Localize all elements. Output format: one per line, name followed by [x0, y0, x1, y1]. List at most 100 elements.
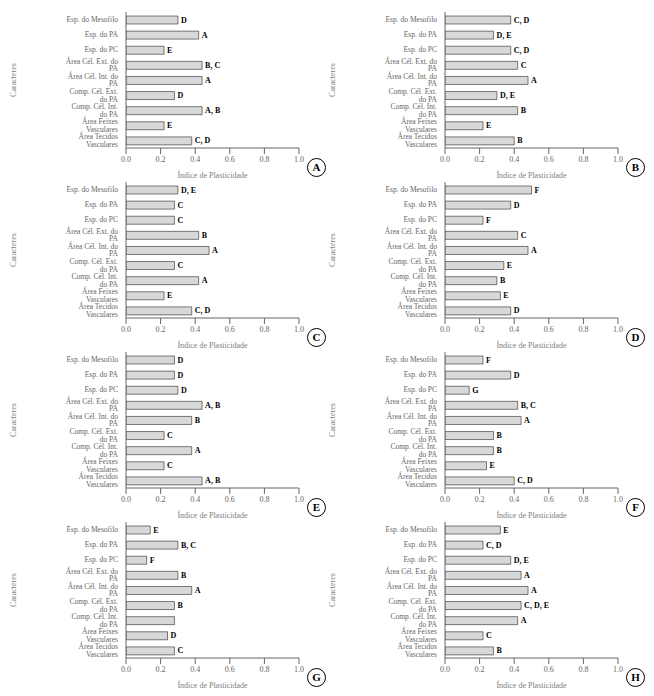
svg-text:C: C	[167, 431, 173, 440]
svg-text:B: B	[496, 431, 502, 440]
svg-text:Área Cél. Int. doPA: Área Cél. Int. doPA	[68, 241, 119, 259]
svg-text:Área Cél. Int. doPA: Área Cél. Int. doPA	[68, 411, 119, 429]
svg-text:C, D: C, D	[517, 476, 533, 485]
svg-text:Esp. do Mesofilo: Esp. do Mesofilo	[67, 525, 119, 534]
svg-text:Caracteres: Caracteres	[9, 233, 18, 267]
svg-text:D: D	[177, 356, 183, 365]
svg-text:0.2: 0.2	[475, 155, 485, 164]
svg-text:Área Cél. Ext. doPA: Área Cél. Ext. doPA	[385, 56, 438, 74]
svg-text:0.4: 0.4	[190, 665, 200, 674]
svg-text:A: A	[212, 246, 218, 255]
svg-text:0.2: 0.2	[156, 155, 166, 164]
svg-text:0.2: 0.2	[475, 325, 485, 334]
svg-text:D: D	[181, 386, 187, 395]
svg-text:Caracteres: Caracteres	[328, 233, 337, 267]
svg-text:C: C	[177, 261, 183, 270]
svg-text:Comp. Cél. Ext.do PA: Comp. Cél. Ext.do PA	[69, 597, 118, 614]
svg-text:Comp. Cél. Ext.do PA: Comp. Cél. Ext.do PA	[69, 427, 118, 444]
svg-text:F: F	[486, 356, 491, 365]
svg-text:A, B: A, B	[205, 106, 221, 115]
svg-text:Área TecidosVasculares: Área TecidosVasculares	[78, 301, 118, 319]
svg-text:Área Cél. Ext. doPA: Área Cél. Ext. doPA	[385, 566, 438, 584]
svg-text:0.0: 0.0	[121, 495, 131, 504]
svg-text:0.8: 0.8	[259, 495, 269, 504]
svg-text:Esp. do PA: Esp. do PA	[85, 30, 119, 39]
svg-text:A: A	[531, 76, 537, 85]
svg-text:1.0: 1.0	[294, 665, 304, 674]
svg-text:F: F	[150, 556, 155, 565]
svg-text:Esp. do Mesofilo: Esp. do Mesofilo	[386, 525, 438, 534]
svg-text:0.4: 0.4	[509, 325, 519, 334]
svg-text:Esp. do PA: Esp. do PA	[404, 200, 438, 209]
svg-text:0.0: 0.0	[121, 665, 131, 674]
svg-text:Esp. do PC: Esp. do PC	[403, 555, 437, 564]
svg-text:0.4: 0.4	[509, 155, 519, 164]
svg-text:0.2: 0.2	[156, 325, 166, 334]
svg-text:1.0: 1.0	[613, 325, 623, 334]
svg-text:Esp. do Mesofilo: Esp. do Mesofilo	[67, 15, 119, 24]
svg-text:Área TecidosVasculares: Área TecidosVasculares	[78, 471, 118, 489]
svg-text:0.6: 0.6	[544, 495, 554, 504]
svg-text:Índice de Plasticidade: Índice de Plasticidade	[177, 510, 248, 518]
svg-text:D, E: D, E	[496, 31, 511, 40]
svg-text:C: C	[177, 216, 183, 225]
svg-text:Área FeixesVasculares: Área FeixesVasculares	[82, 286, 118, 304]
svg-text:Área Cél. Ext. doPA: Área Cél. Ext. doPA	[66, 396, 119, 414]
svg-text:F: F	[486, 216, 491, 225]
svg-text:0.0: 0.0	[440, 665, 450, 674]
svg-text:Esp. do Mesofilo: Esp. do Mesofilo	[67, 185, 119, 194]
svg-text:D: D	[514, 371, 520, 380]
svg-text:0.8: 0.8	[578, 495, 588, 504]
svg-text:Área Cél. Ext. doPA: Área Cél. Ext. doPA	[385, 226, 438, 244]
svg-text:Caracteres: Caracteres	[9, 63, 18, 97]
svg-text:B: B	[521, 106, 527, 115]
svg-text:A: A	[531, 246, 537, 255]
svg-text:D, E: D, E	[181, 186, 196, 195]
svg-text:E: E	[507, 261, 512, 270]
svg-text:C, D: C, D	[195, 136, 211, 145]
svg-text:Comp. Cél. Ext.do PA: Comp. Cél. Ext.do PA	[388, 427, 437, 444]
svg-text:0.4: 0.4	[190, 495, 200, 504]
svg-text:Índice de Plasticidade: Índice de Plasticidade	[177, 680, 248, 688]
svg-text:Área Cél. Ext. doPA: Área Cél. Ext. doPA	[66, 566, 119, 584]
svg-text:1.0: 1.0	[613, 665, 623, 674]
svg-text:0.6: 0.6	[544, 325, 554, 334]
svg-text:Área Cél. Int. doPA: Área Cél. Int. doPA	[387, 71, 438, 89]
svg-text:Comp. Cél. Ext.do PA: Comp. Cél. Ext.do PA	[388, 87, 437, 104]
svg-text:Índice de Plasticidade: Índice de Plasticidade	[177, 170, 248, 178]
svg-text:Área TecidosVasculares: Área TecidosVasculares	[78, 641, 118, 659]
svg-text:Área FeixesVasculares: Área FeixesVasculares	[401, 456, 437, 474]
svg-text:0.8: 0.8	[259, 325, 269, 334]
svg-text:0.6: 0.6	[544, 155, 554, 164]
svg-text:Esp. do Mesofilo: Esp. do Mesofilo	[386, 355, 438, 364]
svg-text:Área FeixesVasculares: Área FeixesVasculares	[82, 456, 118, 474]
svg-text:B: B	[195, 416, 201, 425]
svg-text:C: C	[486, 631, 492, 640]
svg-text:1.0: 1.0	[294, 495, 304, 504]
svg-text:1.0: 1.0	[613, 155, 623, 164]
svg-text:B: B	[177, 601, 183, 610]
svg-text:0.0: 0.0	[440, 495, 450, 504]
svg-text:C: C	[521, 231, 527, 240]
svg-text:Índice de Plasticidade: Índice de Plasticidade	[496, 680, 567, 688]
svg-text:0.8: 0.8	[578, 665, 588, 674]
svg-text:Caracteres: Caracteres	[9, 403, 18, 437]
svg-text:Índice de Plasticidade: Índice de Plasticidade	[177, 340, 248, 348]
svg-text:Área Cél. Int. doPA: Área Cél. Int. doPA	[68, 581, 119, 599]
svg-text:A: A	[205, 76, 211, 85]
svg-text:Esp. do PC: Esp. do PC	[84, 215, 118, 224]
svg-text:Comp. Cél. Int.do PA: Comp. Cél. Int.do PA	[391, 612, 438, 629]
svg-text:Esp. do Mesofilo: Esp. do Mesofilo	[386, 15, 438, 24]
svg-text:Caracteres: Caracteres	[328, 403, 337, 437]
svg-text:Esp. do PC: Esp. do PC	[403, 385, 437, 394]
svg-text:D, E: D, E	[500, 91, 515, 100]
svg-text:A: A	[195, 446, 201, 455]
svg-text:A, B: A, B	[205, 401, 221, 410]
svg-text:Esp. do PA: Esp. do PA	[85, 540, 119, 549]
svg-text:B: B	[517, 136, 523, 145]
svg-text:B: B	[202, 231, 208, 240]
svg-text:Comp. Cél. Ext.do PA: Comp. Cél. Ext.do PA	[69, 87, 118, 104]
svg-text:A, B: A, B	[205, 476, 221, 485]
svg-text:Caracteres: Caracteres	[328, 573, 337, 607]
svg-text:E: E	[167, 291, 172, 300]
